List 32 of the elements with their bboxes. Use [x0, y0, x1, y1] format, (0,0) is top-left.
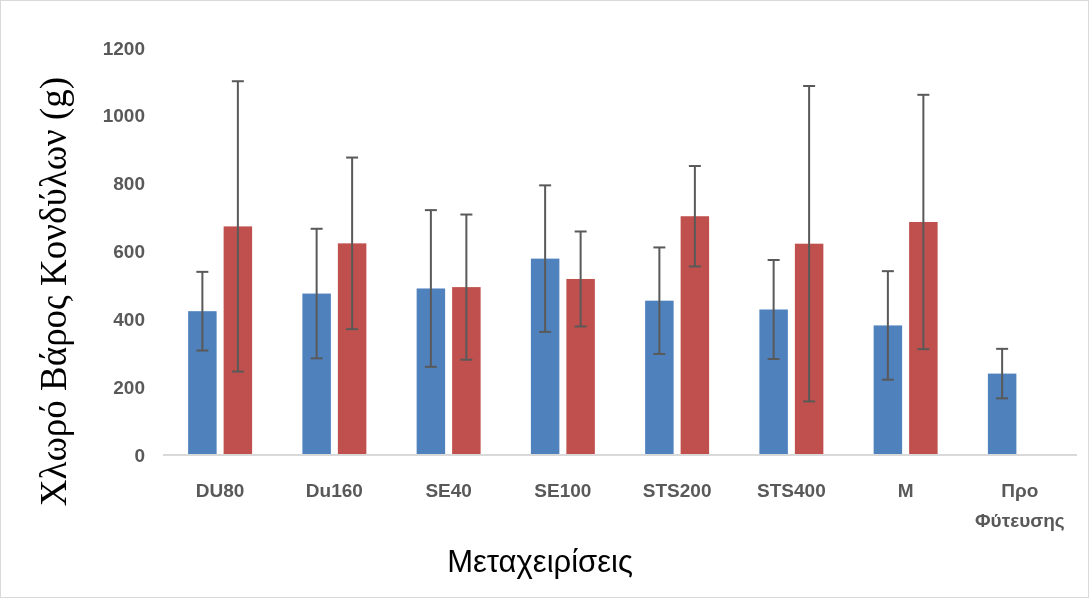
bar: [794, 243, 824, 455]
y-tick-label: 1200: [102, 37, 145, 59]
bar: [337, 243, 367, 455]
bar: [645, 300, 674, 455]
bar: [987, 373, 1017, 455]
x-tick-label: Προ Φύτευσης: [975, 480, 1065, 531]
x-tick-label: STS400: [757, 480, 826, 501]
bar: [759, 309, 788, 455]
bar: [530, 258, 560, 455]
y-tick-label: 1000: [102, 105, 145, 127]
x-tick-label: Du160: [305, 480, 363, 501]
bar: [909, 221, 938, 455]
bar: [873, 325, 903, 455]
y-tick-label: 600: [113, 241, 145, 263]
bar: [223, 226, 253, 455]
bar: [188, 311, 217, 455]
x-tick-label: M: [897, 480, 914, 501]
y-tick-label: 0: [134, 444, 145, 466]
x-tick-label: STS200: [642, 480, 712, 501]
x-axis-title: Μεταχειρίσεις: [447, 544, 633, 579]
bar: [566, 278, 595, 455]
y-tick-label: 200: [113, 376, 145, 398]
bar: [452, 287, 481, 455]
x-tick-label: DU80: [195, 480, 245, 501]
y-axis-title: Χλωρό Βάρος Κονδύλων (g): [33, 76, 75, 507]
bar: [302, 293, 331, 455]
x-tick-label: SE40: [425, 480, 472, 501]
bar: [416, 288, 446, 455]
y-tick-label: 400: [113, 308, 145, 330]
y-tick-label: 800: [113, 173, 145, 195]
bar: [680, 216, 710, 455]
x-tick-label: SE100: [534, 480, 592, 501]
